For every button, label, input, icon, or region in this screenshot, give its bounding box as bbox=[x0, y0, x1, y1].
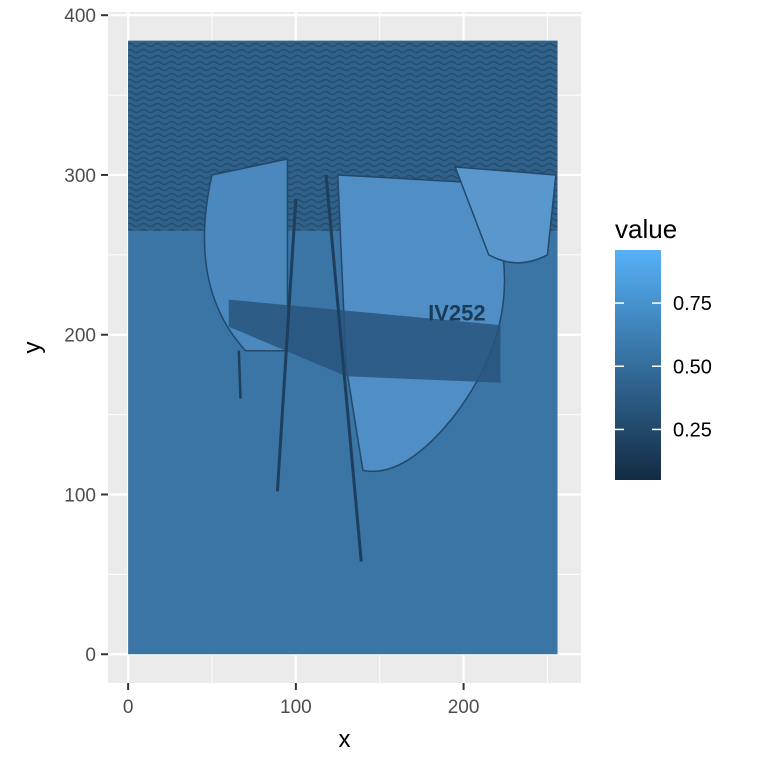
x-tick-label-0: 0 bbox=[123, 697, 134, 718]
y-tick-label-0: 0 bbox=[85, 645, 96, 666]
y-tick-label-300: 300 bbox=[64, 166, 96, 187]
y-tick-label-200: 200 bbox=[64, 326, 96, 347]
image-boat-hull-right bbox=[454, 166, 557, 264]
y-tick-label-400: 400 bbox=[64, 6, 96, 27]
y-axis: 0 100 200 300 400 y bbox=[19, 6, 108, 666]
image-boat-sail-stripe bbox=[228, 299, 501, 383]
legend-label-0.5: 0.50 bbox=[673, 356, 712, 378]
y-tick-label-100: 100 bbox=[64, 485, 96, 506]
legend-ticks: 0.25 0.50 0.75 bbox=[615, 293, 712, 441]
x-ticks: 0 100 200 bbox=[123, 683, 480, 718]
x-axis-title: x bbox=[339, 726, 351, 753]
image-mast-3 bbox=[237, 350, 242, 399]
x-axis: 0 100 200 x bbox=[123, 683, 480, 753]
color-legend: value 0.25 0.50 0.75 bbox=[615, 214, 712, 480]
y-axis-title: y bbox=[19, 342, 46, 354]
image-mast-1 bbox=[275, 198, 298, 492]
legend-label-0.75: 0.75 bbox=[673, 293, 712, 315]
legend-colorbar bbox=[615, 250, 661, 480]
y-ticks: 0 100 200 300 400 bbox=[64, 6, 108, 666]
image-mast-2 bbox=[324, 174, 363, 562]
legend-title: value bbox=[615, 214, 677, 244]
image-boat-hull-left bbox=[203, 158, 289, 352]
raster-image: IV252 bbox=[128, 40, 558, 655]
x-tick-label-200: 200 bbox=[448, 697, 480, 718]
x-tick-label-100: 100 bbox=[280, 697, 312, 718]
image-sail-number: IV252 bbox=[428, 300, 486, 325]
legend-label-0.25: 0.25 bbox=[673, 419, 712, 441]
